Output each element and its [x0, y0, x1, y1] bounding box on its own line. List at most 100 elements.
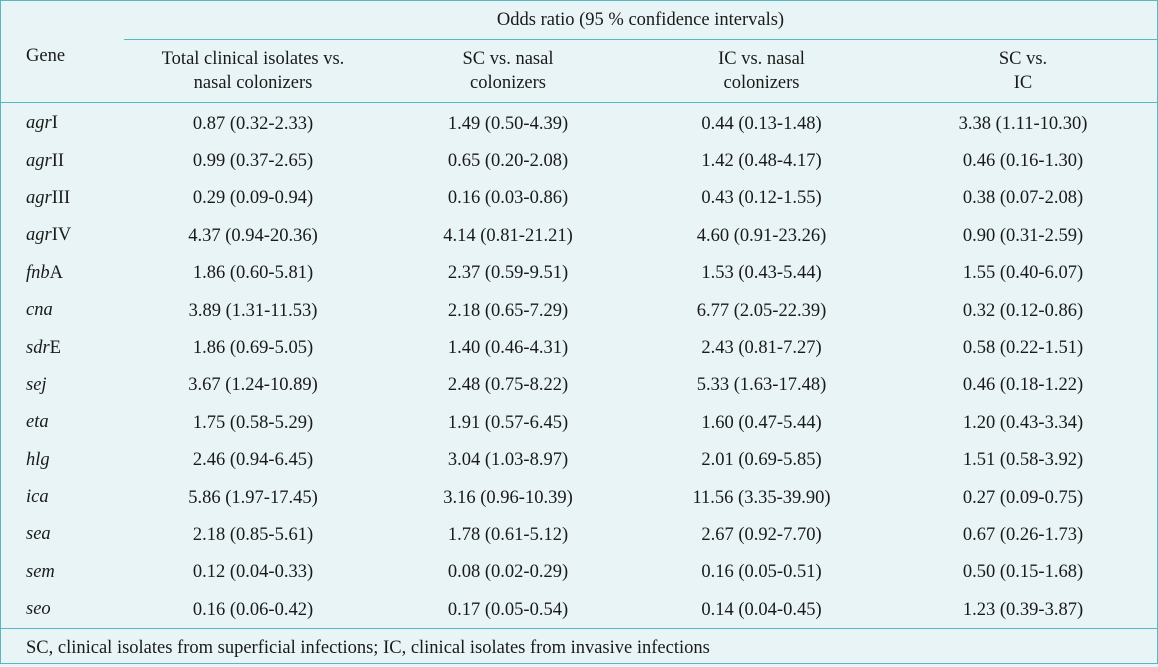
column-header-line1: IC vs. nasal [718, 49, 805, 69]
gene-name-suffix: III [51, 187, 71, 208]
odds-ratio-cell: 1.42 (0.48-4.17) [701, 151, 822, 172]
odds-ratio-cell: 2.43 (0.81-7.27) [701, 338, 822, 359]
gene-name-italic: sej [26, 374, 47, 395]
odds-ratio-cell: 2.18 (0.65-7.29) [447, 300, 569, 321]
odds-ratio-cell: 3.38 (1.11-10.30) [958, 113, 1088, 134]
odds-ratio-cell: 0.58 (0.22-1.51) [962, 338, 1084, 359]
odds-ratio-cell: 1.53 (0.43-5.44) [701, 263, 822, 284]
odds-ratio-cell: 2.37 (0.59-9.51) [447, 263, 569, 284]
odds-ratio-cell: 3.67 (1.24-10.89) [188, 375, 318, 396]
odds-ratio-cell: 0.16 (0.03-0.86) [447, 188, 569, 209]
odds-ratio-cell: 0.99 (0.37-2.65) [192, 151, 314, 172]
table-row: sdrE 1.86 (0.69-5.05) 1.40 (0.46-4.31) 2.43… [1, 329, 1157, 366]
gene-column-header: Gene [1, 25, 124, 89]
odds-ratio-cell: 11.56 (3.35-39.90) [692, 487, 831, 508]
gene-name-suffix: E [49, 337, 61, 358]
column-header-line1: SC vs. [998, 49, 1048, 69]
gene-name-italic: sdr [26, 337, 50, 358]
column-header-sc-ic: SC vs. IC [889, 39, 1157, 103]
table-row: ica 5.86 (1.97-17.45) 3.16 (0.96-10.39) 11.… [1, 479, 1157, 516]
column-header-line1: Total clinical isolates vs. [161, 49, 345, 69]
gene-cell: agrII [1, 142, 124, 179]
odds-ratio-cell: 0.16 (0.05-0.51) [701, 562, 822, 583]
odds-ratio-cell: 1.51 (0.58-3.92) [962, 450, 1084, 471]
gene-cell: fnbA [1, 255, 124, 292]
gene-cell: sej [1, 367, 124, 404]
table-row: agrIV 4.37 (0.94-20.36) 4.14 (0.81-21.21) 4… [1, 217, 1157, 254]
gene-name-suffix: II [51, 150, 65, 171]
odds-ratio-cell: 0.12 (0.04-0.33) [192, 562, 314, 583]
column-header-ic-nasal: IC vs. nasal colonizers [634, 39, 889, 103]
odds-ratio-cell: 3.04 (1.03-8.97) [447, 450, 569, 471]
odds-ratio-cell: 0.43 (0.12-1.55) [701, 188, 822, 209]
gene-cell: ica [1, 479, 124, 516]
gene-name-italic: cna [26, 300, 53, 321]
table-row: cna 3.89 (1.31-11.53) 2.18 (0.65-7.29) 6.77… [1, 292, 1157, 329]
odds-ratio-cell: 0.87 (0.32-2.33) [192, 113, 314, 134]
column-header-line2: colonizers [469, 73, 547, 93]
gene-name-italic: hlg [26, 449, 50, 470]
odds-ratio-cell: 0.67 (0.26-1.73) [962, 524, 1084, 545]
table-row: seo 0.16 (0.06-0.42) 0.17 (0.05-0.54) 0.14 … [1, 591, 1157, 630]
gene-name-italic: agr [26, 150, 52, 171]
odds-ratio-cell: 2.46 (0.94-6.45) [192, 450, 314, 471]
odds-ratio-cell: 0.38 (0.07-2.08) [962, 188, 1084, 209]
gene-cell: seo [1, 591, 124, 630]
odds-ratio-group-header: Odds ratio (95 % confidence intervals) [124, 1, 1157, 40]
odds-ratio-cell: 1.78 (0.61-5.12) [447, 524, 569, 545]
odds-ratio-cell: 3.89 (1.31-11.53) [188, 300, 318, 321]
odds-ratio-cell: 5.33 (1.63-17.48) [696, 375, 827, 396]
gene-name-suffix: IV [51, 225, 72, 246]
gene-name-italic: ica [26, 487, 49, 508]
gene-name-italic: seo [26, 599, 51, 620]
gene-cell: agrI [1, 103, 124, 143]
column-header-line1: SC vs. nasal [462, 49, 554, 69]
odds-ratio-cell: 4.14 (0.81-21.21) [443, 225, 573, 246]
gene-name-suffix: I [51, 113, 58, 134]
odds-ratio-cell: 1.40 (0.46-4.31) [447, 338, 569, 359]
odds-ratio-cell: 0.27 (0.09-0.75) [962, 487, 1084, 508]
table-footnote: SC, clinical isolates from superficial i… [26, 637, 710, 658]
gene-cell: sea [1, 516, 124, 553]
gene-name-italic: agr [26, 187, 52, 208]
odds-ratio-cell: 4.37 (0.94-20.36) [188, 225, 318, 246]
column-header-total: Total clinical isolates vs. nasal coloni… [124, 39, 382, 103]
table-row: eta 1.75 (0.58-5.29) 1.91 (0.57-6.45) 1.60 … [1, 404, 1157, 441]
table-row: hlg 2.46 (0.94-6.45) 3.04 (1.03-8.97) 2.01 … [1, 442, 1157, 479]
odds-ratio-cell: 1.86 (0.69-5.05) [192, 338, 314, 359]
gene-cell: hlg [1, 442, 124, 479]
gene-name-italic: agr [26, 225, 52, 246]
odds-ratio-cell: 1.55 (0.40-6.07) [962, 263, 1084, 284]
odds-ratio-cell: 0.16 (0.06-0.42) [124, 591, 382, 630]
gene-name-italic: eta [26, 412, 49, 433]
odds-ratio-cell: 0.50 (0.15-1.68) [962, 562, 1084, 583]
odds-ratio-cell: 0.17 (0.05-0.54) [382, 591, 634, 630]
odds-ratio-cell: 1.60 (0.47-5.44) [701, 412, 822, 433]
odds-ratio-cell: 2.01 (0.69-5.85) [701, 450, 822, 471]
odds-ratio-cell: 3.16 (0.96-10.39) [443, 487, 573, 508]
table-row: sea 2.18 (0.85-5.61) 1.78 (0.61-5.12) 2.67 … [1, 516, 1157, 553]
odds-ratio-cell: 0.14 (0.04-0.45) [634, 591, 889, 630]
column-header-line2: colonizers [723, 73, 800, 93]
odds-ratio-cell: 2.67 (0.92-7.70) [701, 524, 822, 545]
gene-name-italic: fnb [26, 262, 50, 283]
column-header-sc-nasal: SC vs. nasal colonizers [382, 39, 634, 103]
gene-name-italic: sem [26, 561, 55, 582]
odds-ratio-cell: 5.86 (1.97-17.45) [188, 487, 318, 508]
gene-cell: sem [1, 554, 124, 591]
table-row: sem 0.12 (0.04-0.33) 0.08 (0.02-0.29) 0.16 … [1, 554, 1157, 591]
gene-cell: agrIV [1, 217, 124, 254]
odds-ratio-cell: 0.29 (0.09-0.94) [192, 188, 314, 209]
odds-ratio-cell: 1.23 (0.39-3.87) [889, 591, 1157, 630]
odds-ratio-cell: 2.18 (0.85-5.61) [192, 524, 314, 545]
table-row: agrIII 0.29 (0.09-0.94) 0.16 (0.03-0.86) 0.… [1, 180, 1157, 217]
odds-ratio-cell: 0.46 (0.16-1.30) [962, 151, 1084, 172]
odds-ratio-cell: 1.49 (0.50-4.39) [447, 113, 569, 134]
odds-ratio-cell: 0.65 (0.20-2.08) [447, 151, 569, 172]
table-row: fnbA 1.86 (0.60-5.81) 2.37 (0.59-9.51) 1.53… [1, 255, 1157, 292]
gene-name-suffix: A [49, 262, 64, 283]
odds-ratio-cell: 1.20 (0.43-3.34) [962, 412, 1084, 433]
gene-name-italic: agr [26, 113, 52, 134]
